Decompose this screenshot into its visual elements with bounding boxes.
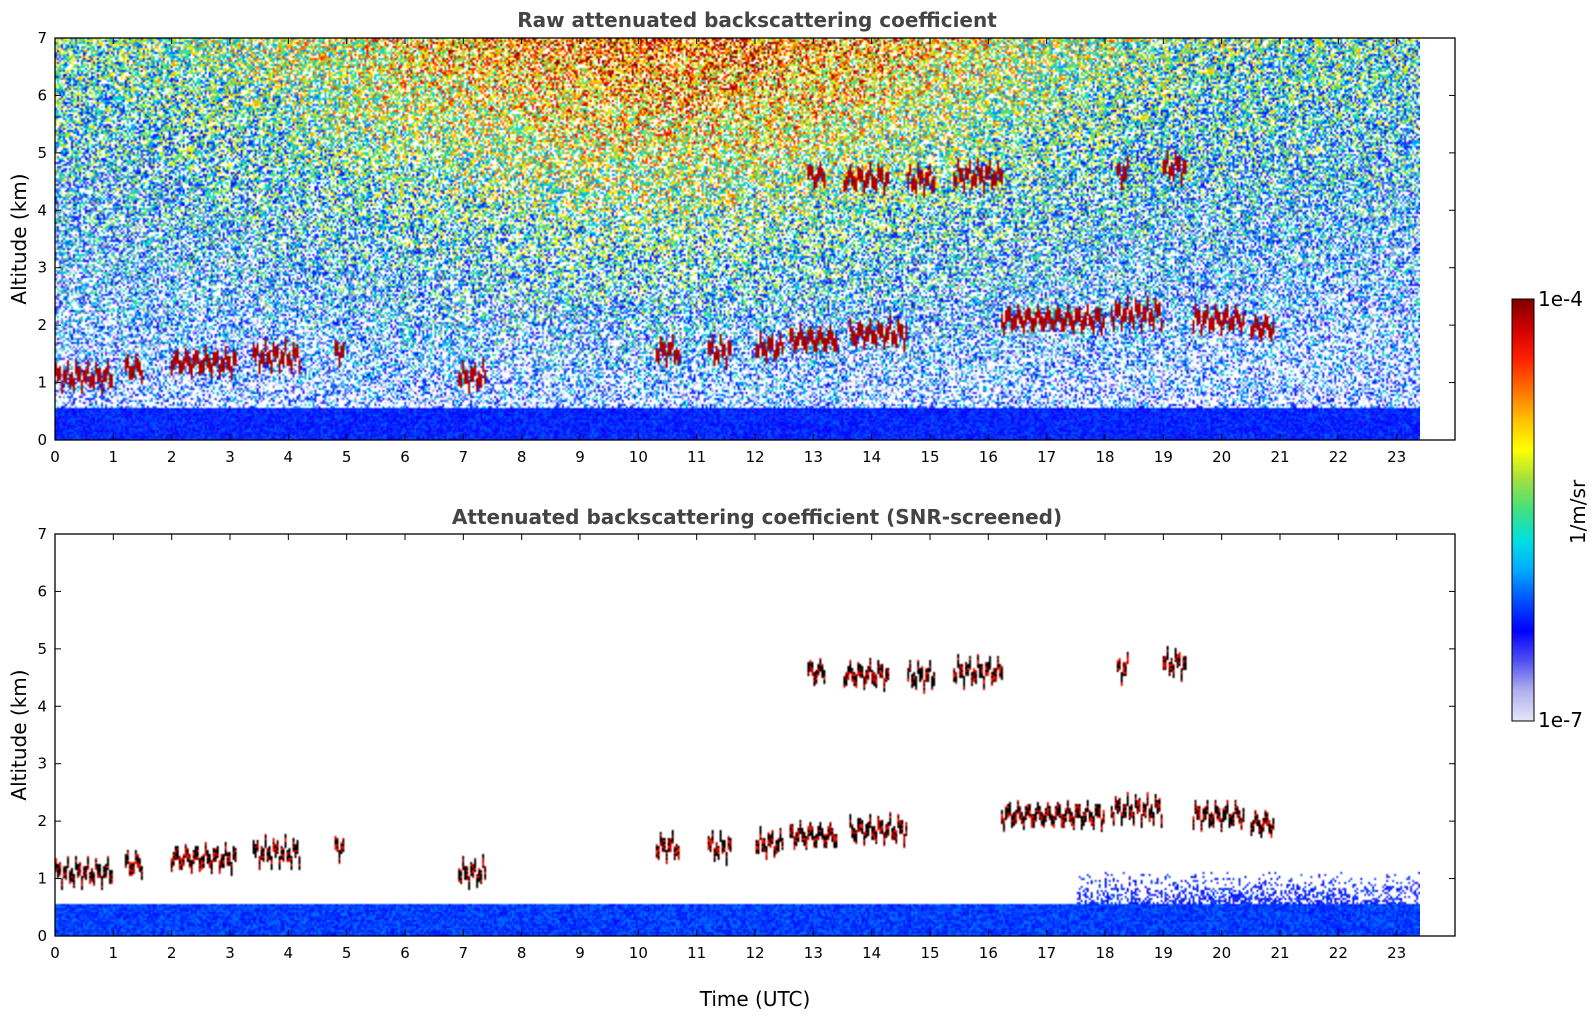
x-tick-label: 2 — [167, 944, 177, 962]
y-tick-label: 7 — [37, 525, 47, 543]
x-tick-label: 2 — [167, 448, 177, 466]
x-tick-label: 7 — [459, 944, 469, 962]
x-axis-label: Time (UTC) — [699, 987, 811, 1011]
y-tick-label: 2 — [37, 812, 47, 830]
y-tick-label: 5 — [37, 144, 47, 162]
x-tick-label: 21 — [1270, 448, 1289, 466]
colorbar-unit-label: 1/m/sr — [1566, 479, 1590, 544]
x-tick-label: 16 — [979, 448, 998, 466]
x-tick-label: 10 — [629, 448, 648, 466]
y-tick-label: 4 — [37, 697, 47, 715]
x-tick-label: 19 — [1154, 944, 1173, 962]
x-tick-label: 12 — [745, 448, 764, 466]
y-tick-label: 1 — [37, 870, 47, 888]
y-tick-label: 5 — [37, 640, 47, 658]
x-tick-label: 11 — [687, 944, 706, 962]
panel-title: Raw attenuated backscattering coefficien… — [517, 8, 997, 32]
y-tick-label: 2 — [37, 316, 47, 334]
x-tick-label: 15 — [920, 944, 939, 962]
x-tick-label: 5 — [342, 448, 352, 466]
y-tick-label: 6 — [37, 86, 47, 104]
y-tick-label: 1 — [37, 374, 47, 392]
y-tick-label: 6 — [37, 582, 47, 600]
x-tick-label: 1 — [109, 448, 119, 466]
x-tick-label: 21 — [1270, 944, 1289, 962]
colorbar-max-label: 1e-4 — [1538, 287, 1583, 311]
x-tick-label: 4 — [284, 944, 294, 962]
y-tick-label: 3 — [37, 259, 47, 277]
x-tick-label: 9 — [575, 944, 585, 962]
raw-backscatter-heatmap — [55, 38, 1420, 440]
x-tick-label: 22 — [1329, 448, 1348, 466]
x-tick-label: 20 — [1212, 448, 1231, 466]
x-tick-label: 9 — [575, 448, 585, 466]
colorbar-frame — [1511, 298, 1535, 722]
colorbar-min-label: 1e-7 — [1538, 708, 1583, 732]
x-tick-label: 23 — [1387, 448, 1406, 466]
x-tick-label: 17 — [1037, 448, 1056, 466]
x-tick-label: 0 — [50, 944, 60, 962]
x-tick-label: 4 — [284, 448, 294, 466]
x-tick-label: 0 — [50, 448, 60, 466]
x-tick-label: 14 — [862, 448, 881, 466]
x-axis-ticks: 0 1 2 3 4 5 6 7 8 9 10 11 12 13 14 15 16 17 18 19 20 21 22 23 — [50, 38, 1406, 466]
x-tick-label: 23 — [1387, 944, 1406, 962]
x-tick-label: 12 — [745, 944, 764, 962]
y-axis-label: Altitude (km) — [7, 173, 31, 304]
x-axis-ticks: 0 1 2 3 4 5 6 7 8 9 10 11 12 13 14 15 16 17 18 19 20 21 22 23 — [50, 534, 1406, 962]
x-tick-label: 6 — [400, 448, 410, 466]
x-tick-label: 13 — [804, 448, 823, 466]
y-axis-label: Altitude (km) — [7, 669, 31, 800]
snr-screened-heatmap — [55, 534, 1420, 936]
x-tick-label: 10 — [629, 944, 648, 962]
x-tick-label: 8 — [517, 448, 527, 466]
x-tick-label: 16 — [979, 944, 998, 962]
x-tick-label: 7 — [459, 448, 469, 466]
x-tick-label: 13 — [804, 944, 823, 962]
x-tick-label: 1 — [109, 944, 119, 962]
x-tick-label: 8 — [517, 944, 527, 962]
x-tick-label: 20 — [1212, 944, 1231, 962]
x-tick-label: 3 — [225, 448, 235, 466]
y-tick-label: 0 — [37, 431, 47, 449]
x-tick-label: 18 — [1095, 944, 1114, 962]
y-tick-label: 0 — [37, 927, 47, 945]
snr-screened-panel: Attenuated backscattering coefficient (S… — [7, 505, 1456, 1011]
x-tick-label: 18 — [1095, 448, 1114, 466]
raw-backscatter-panel: Raw attenuated backscattering coefficien… — [7, 8, 1456, 466]
y-tick-label: 4 — [37, 201, 47, 219]
x-tick-label: 3 — [225, 944, 235, 962]
colorbar-gradient — [1512, 299, 1534, 721]
x-tick-label: 11 — [687, 448, 706, 466]
y-tick-label: 3 — [37, 755, 47, 773]
y-axis-ticks: 0 1 2 3 4 5 6 7 — [37, 525, 1455, 945]
x-tick-label: 17 — [1037, 944, 1056, 962]
colorbar: 1e-4 1e-7 1/m/sr — [1511, 287, 1590, 732]
y-tick-label: 7 — [37, 29, 47, 47]
x-tick-label: 19 — [1154, 448, 1173, 466]
x-tick-label: 6 — [400, 944, 410, 962]
x-tick-label: 15 — [920, 448, 939, 466]
x-tick-label: 14 — [862, 944, 881, 962]
y-axis-ticks: 0 1 2 3 4 5 6 7 — [37, 29, 1455, 449]
panel-title: Attenuated backscattering coefficient (S… — [452, 505, 1062, 529]
x-tick-label: 22 — [1329, 944, 1348, 962]
x-tick-label: 5 — [342, 944, 352, 962]
